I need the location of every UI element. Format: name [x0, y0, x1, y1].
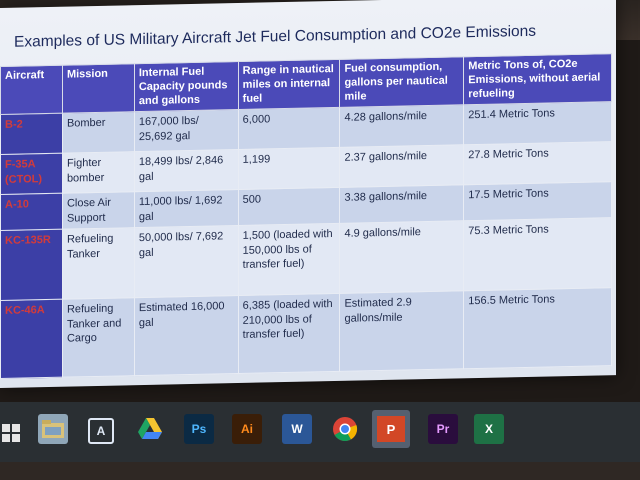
mission-cell: Refueling Tanker and Cargo	[62, 297, 135, 378]
google-drive-icon[interactable]	[135, 414, 165, 444]
header-aircraft: Aircraft	[0, 65, 63, 115]
header-fuel-consumption: Fuel consumption, gallons per nautical m…	[339, 56, 464, 108]
slide-title: Examples of US Military Aircraft Jet Fue…	[14, 22, 537, 51]
aircraft-cell: KC-46A	[0, 299, 63, 379]
consumption-cell: 4.9 gallons/mile	[339, 221, 464, 294]
consumption-cell: 4.28 gallons/mile	[339, 105, 464, 148]
emissions-cell: 156.5 Metric Tons	[463, 287, 612, 370]
emissions-cell: 75.3 Metric Tons	[463, 217, 612, 292]
chrome-icon[interactable]	[330, 414, 360, 444]
consumption-cell: 2.37 gallons/mile	[339, 145, 464, 188]
app-a-icon[interactable]: A	[88, 418, 114, 444]
capacity-cell: 50,000 lbs/ 7,692 gal	[134, 225, 239, 298]
word-icon[interactable]: W	[282, 414, 312, 444]
range-cell: 500	[238, 187, 340, 226]
range-cell: 6,000	[238, 107, 340, 150]
aircraft-cell: F-35A (CTOL)	[0, 153, 63, 195]
file-explorer-icon[interactable]	[38, 414, 68, 444]
floor-background	[0, 462, 640, 480]
table-row: KC-135R Refueling Tanker 50,000 lbs/ 7,6…	[0, 217, 612, 301]
range-cell: 1,199	[238, 147, 340, 190]
emissions-cell: 251.4 Metric Tons	[463, 101, 612, 146]
mission-cell: Bomber	[62, 111, 135, 154]
presentation-slide: Examples of US Military Aircraft Jet Fue…	[0, 0, 616, 388]
table-row: KC-46A Refueling Tanker and Cargo Estima…	[0, 287, 612, 379]
powerpoint-icon: P	[377, 416, 405, 442]
premiere-icon[interactable]: Pr	[428, 414, 458, 444]
header-range: Range in nautical miles on internal fuel	[238, 59, 340, 110]
aircraft-cell: KC-135R	[0, 229, 63, 301]
header-emissions: Metric Tons of, CO2e Emissions, without …	[463, 53, 612, 106]
consumption-cell: Estimated 2.9 gallons/mile	[339, 291, 464, 372]
mission-cell: Close Air Support	[62, 191, 135, 230]
range-cell: 1,500 (loaded with 150,000 lbs of transf…	[238, 223, 340, 296]
mission-cell: Refueling Tanker	[62, 227, 135, 300]
fuel-consumption-table: Aircraft Mission Internal Fuel Capacity …	[0, 53, 612, 379]
consumption-cell: 3.38 gallons/mile	[339, 185, 464, 224]
capacity-cell: 11,000 lbs/ 1,692 gal	[134, 189, 239, 228]
capacity-cell: 167,000 lbs/ 25,692 gal	[134, 109, 239, 152]
header-fuel-capacity: Internal Fuel Capacity pounds and gallon…	[134, 61, 239, 112]
excel-icon[interactable]: X	[474, 414, 504, 444]
illustrator-icon[interactable]: Ai	[232, 414, 262, 444]
capacity-cell: 18,499 lbs/ 2,846 gal	[134, 149, 239, 192]
capacity-cell: Estimated 16,000 gal	[134, 295, 239, 376]
photoshop-icon[interactable]: Ps	[184, 414, 214, 444]
emissions-cell: 27.8 Metric Tons	[463, 141, 612, 186]
emissions-cell: 17.5 Metric Tons	[463, 181, 612, 222]
windows-taskbar: A Ps Ai W P Pr X	[0, 402, 640, 462]
aircraft-cell: B-2	[0, 113, 63, 155]
range-cell: 6,385 (loaded with 210,000 lbs of transf…	[238, 293, 340, 374]
header-mission: Mission	[62, 63, 135, 114]
mission-cell: Fighter bomber	[62, 151, 135, 194]
windows-start-icon[interactable]	[0, 418, 22, 448]
powerpoint-taskbar-active[interactable]: P	[372, 410, 410, 448]
aircraft-cell: A-10	[0, 193, 63, 231]
